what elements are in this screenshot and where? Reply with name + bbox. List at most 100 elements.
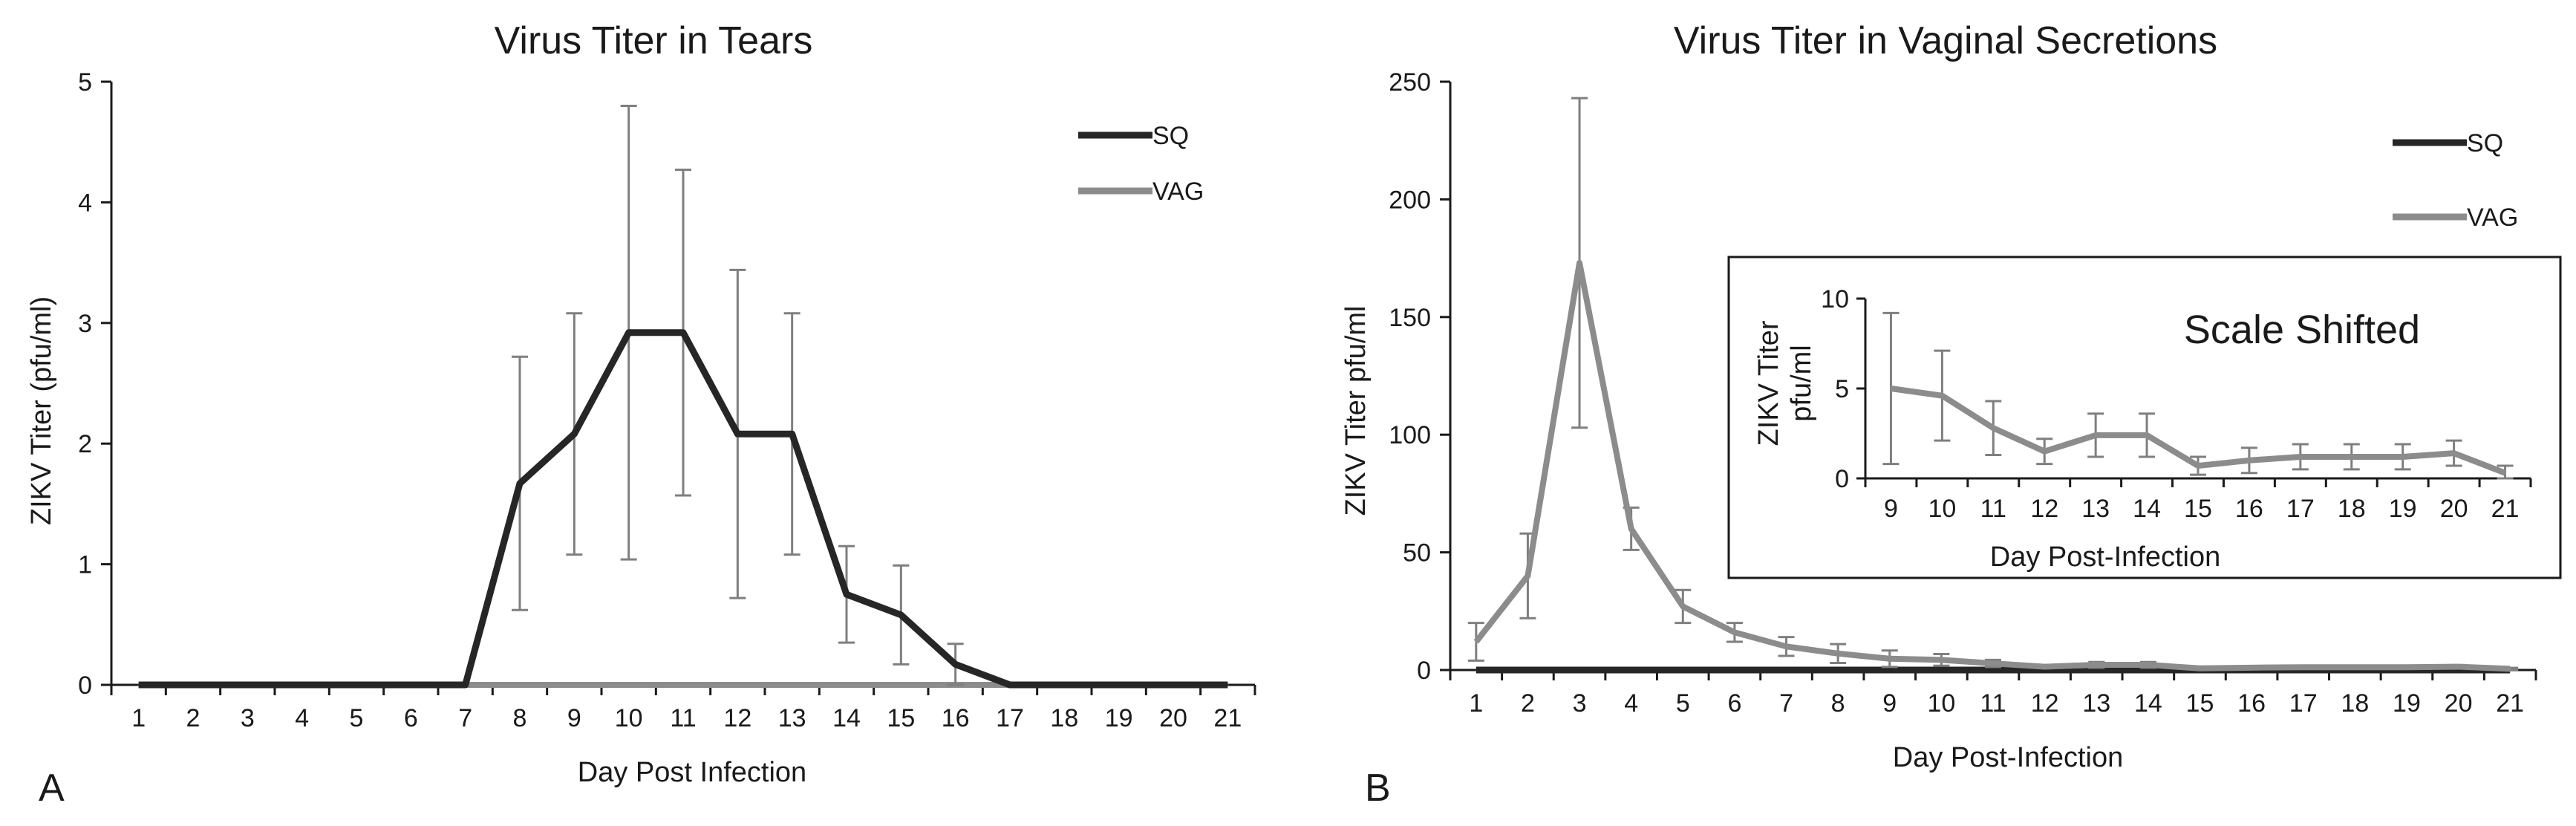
inset-x-tick: 20: [2440, 495, 2468, 523]
panel-a-x-tick: 17: [996, 704, 1024, 732]
panel-a-point-sq: [1118, 683, 1121, 686]
inset-point-vag: [2401, 455, 2404, 458]
panel-a-x-tick-labels: 1 2 3 4 5 6 7 8 9 10 11 12 13 14 15 16 1…: [131, 704, 1242, 732]
panel-a-point-sq: [627, 331, 630, 334]
inset-x-tick: 19: [2389, 495, 2417, 523]
panel-b-point-vag: [1475, 640, 1478, 643]
inset-frame: [1727, 256, 2562, 579]
panel-a-point-sq: [954, 663, 957, 666]
panel-b-marks: [1467, 97, 2519, 674]
panel-b-x-tick: 20: [2445, 689, 2473, 718]
inset-title: Scale Shifted: [2184, 308, 2420, 352]
inset-x-tick: 11: [1980, 495, 2006, 523]
panel-b-point-vag: [2405, 666, 2408, 669]
panel-a-x-tick: 2: [186, 704, 200, 732]
panel-b-x-tick: 16: [2237, 689, 2266, 718]
panel-b-x-tick: 8: [1831, 689, 1845, 718]
inset-point-vag: [2248, 459, 2251, 462]
panel-a-point-sq: [1172, 683, 1175, 686]
panel-a-x-tick: 15: [887, 704, 915, 732]
panel-b-label: B: [1365, 767, 1391, 810]
panel-b-point-vag: [2457, 666, 2460, 669]
panel-b-x-tick-labels: 1 2 3 4 5 6 7 8 9 10 11 12 13 14 15 16 1…: [1469, 689, 2524, 718]
panel-b-x-tick: 10: [1927, 689, 1955, 718]
panel-b-point-sq: [1526, 669, 1529, 671]
panel-a-point-sq: [682, 331, 685, 334]
panel-b-legend: SQ VAG: [2393, 129, 2518, 232]
panel-a-point-vag: [736, 683, 739, 686]
inset-marks: [1882, 311, 2514, 480]
inset-point-vag: [1992, 426, 1995, 429]
panel-b-point-sq: [1836, 669, 1839, 671]
panel-b-inset: Scale Shifted ZIKV Titer pfu/ml Day Post…: [1727, 256, 2562, 579]
inset-x-tick: 12: [2030, 495, 2058, 523]
panel-b-point-sq: [1992, 669, 1995, 671]
panel-b-y-tick: 100: [1389, 421, 1431, 449]
panel-a-x-tick: 8: [513, 704, 527, 732]
panel-a-x-tick: 12: [723, 704, 751, 732]
panel-a-marks: [137, 104, 1229, 689]
panel-a-y-tick-labels: 0 1 2 3 4 5: [78, 68, 92, 700]
panel-b-point-vag: [2302, 666, 2305, 669]
panel-a-x-tick: 5: [350, 704, 364, 732]
panel-a-axes: [101, 80, 1256, 695]
panel-b-title: Virus Titer in Vaginal Secretions: [1674, 19, 2217, 62]
panel-b-y-tick: 150: [1389, 304, 1431, 332]
panel-b-point-sq: [1785, 669, 1788, 671]
panel-b-point-vag: [1578, 261, 1581, 264]
panel-b-point-vag: [2147, 663, 2150, 666]
panel-b-y-tick: 200: [1389, 186, 1431, 214]
inset-point-vag: [1889, 387, 1892, 390]
inset-x-tick: 18: [2338, 495, 2366, 523]
inset-point-vag: [2197, 464, 2200, 467]
inset-axes: [1856, 297, 2532, 487]
legend-label-sq: SQ: [2467, 129, 2503, 157]
inset-y-tick: 0: [1835, 465, 1849, 493]
panel-b-x-tick: 6: [1727, 689, 1741, 718]
panel-a-x-tick: 19: [1105, 704, 1133, 732]
panel-a-point-sq: [845, 593, 848, 596]
panel-a-point-sq: [791, 432, 794, 435]
inset-point-vag: [2504, 472, 2507, 475]
panel-b-x-tick: 2: [1521, 689, 1535, 718]
panel-a-point-sq: [1008, 683, 1011, 686]
inset-point-vag: [2350, 455, 2353, 458]
panel-b-point-sq: [2095, 669, 2098, 671]
panel-b-y-tick: 0: [1417, 657, 1431, 685]
panel-a-point-vag: [899, 683, 902, 686]
panel-a-point-sq: [246, 683, 249, 686]
panel-b-point-vag: [1526, 574, 1529, 577]
panel-a-x-axis-title: Day Post Infection: [578, 757, 806, 788]
panel-b-point-sq: [1888, 669, 1891, 671]
panel-b-point-sq: [1681, 669, 1684, 671]
panel-a-x-tick: 20: [1159, 704, 1187, 732]
panel-a-y-tick: 4: [78, 189, 92, 217]
inset-y-tick: 10: [1821, 285, 1849, 313]
panel-a-x-tick: 3: [241, 704, 255, 732]
panel-b-x-tick: 14: [2134, 689, 2162, 718]
panel-b-x-tick: 1: [1469, 689, 1483, 718]
inset-point-vag: [2145, 434, 2148, 437]
panel-a-x-tick: 4: [295, 704, 309, 732]
panel-b-point-vag: [1836, 652, 1839, 655]
panel-b: Virus Titer in Vaginal Secretions B ZIKV…: [1340, 19, 2562, 810]
inset-y-axis-title-line1: ZIKV Titer: [1753, 320, 1784, 446]
inset-y-tick-labels: 0 5 10: [1821, 285, 1849, 493]
panel-a-x-tick: 10: [615, 704, 643, 732]
panel-a-y-axis-title: ZIKV Titer (pfu/ml): [26, 296, 57, 525]
panel-b-point-vag: [2353, 666, 2356, 669]
panel-b-point-vag: [1888, 657, 1891, 660]
panel-b-point-sq: [1733, 669, 1736, 671]
panel-a-point-vag: [573, 683, 575, 686]
panel-b-y-tick: 250: [1389, 68, 1431, 97]
panel-b-x-tick: 4: [1624, 689, 1638, 718]
legend-label-vag: VAG: [1152, 178, 1204, 206]
panel-b-point-vag: [2508, 667, 2511, 670]
legend-label-sq: SQ: [1152, 122, 1189, 150]
panel-b-y-axis-title: ZIKV Titer pfu/ml: [1340, 306, 1372, 516]
panel-b-point-vag: [1940, 658, 1943, 661]
panel-a-legend: SQ VAG: [1078, 122, 1204, 206]
panel-a-y-tick: 2: [78, 430, 92, 458]
inset-x-tick: 10: [1928, 495, 1956, 523]
